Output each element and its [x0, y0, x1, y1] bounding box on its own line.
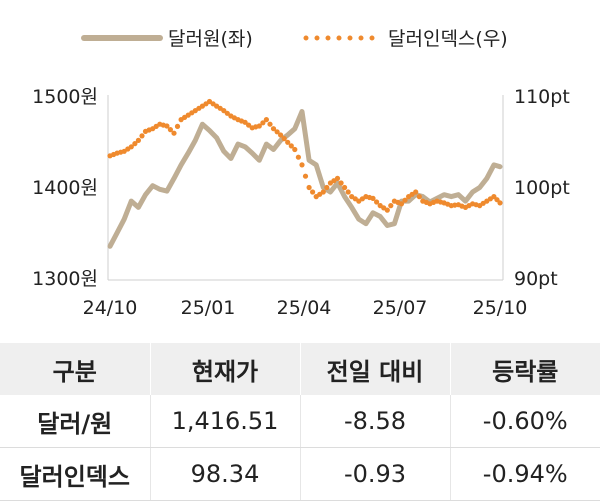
- y-right-tick-label: 90pt: [514, 268, 558, 290]
- y-left-tick-label: 1300원: [32, 268, 98, 290]
- y-left-tick-label: 1500원: [32, 86, 98, 108]
- header-rate: 등락률: [450, 343, 600, 395]
- dxy-point: [388, 203, 394, 209]
- row-name: 달러인덱스: [0, 447, 151, 501]
- dxy-point: [270, 126, 277, 132]
- dxy-point: [274, 129, 280, 135]
- dxy-point: [306, 184, 312, 191]
- dxy-point: [128, 144, 134, 150]
- dxy-point: [497, 200, 503, 206]
- y-right-tick-label: 100pt: [514, 177, 570, 199]
- row-change: -8.58: [300, 395, 451, 448]
- row-rate: -0.60%: [450, 395, 600, 448]
- dxy-point: [224, 110, 230, 116]
- dxy-point: [246, 122, 252, 128]
- header-change: 전일 대비: [300, 343, 451, 395]
- table-row: 달러/원 1,416.51 -8.58 -0.60%: [0, 395, 600, 448]
- table-header-row: 구분 현재가 전일 대비 등락률: [0, 343, 600, 395]
- dxy-point: [398, 201, 405, 207]
- series-layer: [107, 98, 503, 249]
- x-tick-label: 25/04: [277, 297, 332, 319]
- dxy-point: [139, 133, 145, 139]
- dxy-point: [299, 162, 305, 168]
- x-tick-label: 25/01: [181, 297, 236, 319]
- legend-label-usdkrw: 달러원(좌): [168, 28, 253, 50]
- dxy-point: [135, 137, 141, 143]
- dxy-point: [402, 197, 408, 203]
- header-category: 구분: [0, 343, 151, 395]
- x-tick-label: 24/10: [83, 297, 138, 319]
- y-right-tick-label: 110pt: [514, 86, 570, 108]
- dxy-point: [345, 189, 351, 195]
- dxy-point: [338, 180, 344, 186]
- dxy-point: [285, 139, 291, 145]
- dxy-point: [310, 189, 316, 195]
- row-price: 98.34: [150, 447, 301, 501]
- dxy-point: [295, 154, 301, 160]
- dxy-point: [267, 121, 273, 127]
- dxy-point: [167, 127, 173, 133]
- row-change: -0.93: [300, 447, 451, 501]
- dxy-point: [334, 175, 341, 181]
- dxy-point: [413, 189, 419, 195]
- dxy-point: [342, 184, 348, 191]
- dxy-point: [256, 123, 262, 129]
- dxy-point: [242, 119, 248, 125]
- dxy-point: [132, 141, 138, 147]
- dxy-point: [164, 123, 170, 129]
- legend-label-dxy: 달러인덱스(우): [388, 28, 508, 50]
- dxy-point: [374, 199, 380, 205]
- row-rate: -0.94%: [450, 447, 600, 501]
- dxy-point: [171, 130, 177, 136]
- quote-table: 구분 현재가 전일 대비 등락률 달러/원 1,416.51 -8.58 -0.…: [0, 343, 600, 501]
- dxy-point: [278, 132, 284, 138]
- dxy-dotted-series: [107, 98, 503, 213]
- dxy-point: [288, 143, 294, 149]
- dxy-point: [320, 189, 326, 195]
- dxy-point: [263, 117, 269, 123]
- x-tick-label: 25/10: [473, 297, 528, 319]
- dxy-point: [324, 184, 330, 191]
- dxy-point: [416, 194, 422, 200]
- dxy-point: [384, 207, 390, 213]
- header-price: 현재가: [150, 343, 301, 395]
- row-name: 달러/원: [0, 395, 151, 448]
- dxy-point: [281, 136, 287, 142]
- dxy-point: [292, 146, 298, 153]
- dxy-point: [260, 120, 266, 126]
- dxy-point: [370, 195, 376, 201]
- dxy-point: [302, 173, 309, 179]
- dxy-point: [174, 123, 181, 129]
- dxy-point: [221, 108, 227, 114]
- table-row: 달러인덱스 98.34 -0.93 -0.94%: [0, 447, 600, 501]
- exchange-rate-chart: 달러원(좌) 달러인덱스(우) 1500원 1400원 1300원 110pt …: [32, 28, 570, 319]
- x-tick-label: 25/07: [373, 297, 428, 319]
- usdkrw-line: [107, 109, 503, 249]
- row-price: 1,416.51: [150, 395, 301, 448]
- y-left-tick-label: 1400원: [32, 177, 98, 199]
